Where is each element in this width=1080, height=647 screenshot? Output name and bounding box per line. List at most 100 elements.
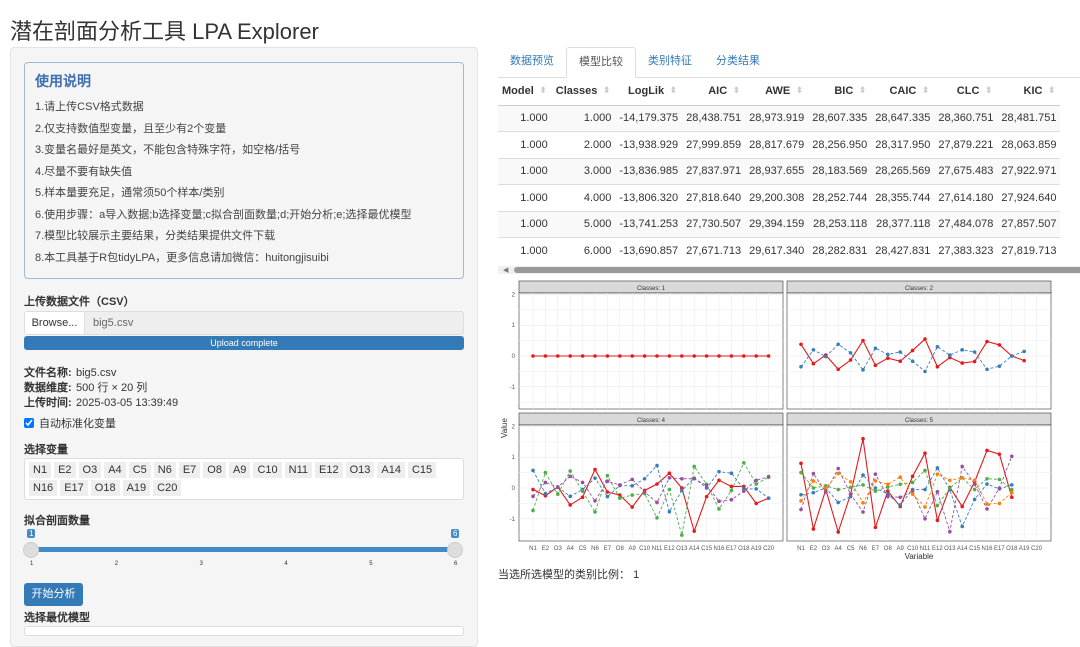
variable-tag[interactable]: E17 — [60, 480, 88, 496]
variable-tag[interactable]: O13 — [345, 462, 375, 478]
variable-tag[interactable]: A19 — [122, 480, 151, 496]
data-point — [543, 354, 548, 358]
data-point — [580, 480, 585, 485]
file-input[interactable]: Browse... big5.csv — [24, 311, 464, 335]
browse-button[interactable]: Browse... — [25, 312, 85, 334]
slider-handle-to[interactable] — [447, 542, 463, 558]
variable-tag[interactable]: O8 — [203, 462, 226, 478]
data-point — [680, 486, 684, 490]
column-header[interactable]: BIC — [808, 78, 872, 106]
table-cell: 27,730.507 — [682, 210, 746, 238]
data-point — [873, 525, 878, 530]
variable-select-input[interactable]: N1 E2 O3 A4 C5 N6 E7 O8 A9 C10 N11 E12 O13 A14 C15 N16 E… — [24, 458, 464, 500]
tab-4[interactable]: 分类结果 — [716, 55, 760, 67]
table-cell: 29,394.159 — [745, 210, 809, 238]
slider-track[interactable] — [31, 547, 455, 552]
variable-tag[interactable]: A14 — [377, 462, 405, 478]
panel-background — [786, 424, 1052, 542]
column-header[interactable]: LogLik — [615, 78, 683, 106]
standardize-label: 自动标准化变量 — [39, 418, 116, 430]
variables-label: 选择变量 — [24, 444, 68, 456]
column-header[interactable]: Model — [498, 78, 552, 106]
data-point — [985, 339, 989, 344]
y-tick-label: -1 — [510, 517, 516, 523]
slider-handle-from[interactable] — [23, 542, 39, 558]
data-point — [873, 472, 878, 476]
table-cell: 28,647.335 — [871, 104, 935, 132]
data-point — [972, 482, 977, 486]
standardize-checkbox[interactable] — [24, 418, 34, 428]
variable-tag[interactable]: N6 — [153, 462, 176, 478]
data-point — [655, 500, 659, 505]
table-cell: 27,675.483 — [934, 157, 998, 185]
slider-tick-label: 2 — [114, 561, 119, 567]
column-header[interactable]: AIC — [682, 78, 746, 106]
data-point — [605, 490, 610, 494]
x-tick-label: N11 — [652, 546, 663, 552]
facet-panel: Classes: 1 2 1 0 -1 — [510, 280, 784, 410]
table-cell: 27,999.859 — [682, 131, 746, 158]
best-model-select[interactable] — [24, 626, 464, 636]
data-point — [729, 471, 734, 476]
table-cell: 28,360.751 — [934, 104, 998, 132]
variable-tag[interactable]: C15 — [407, 462, 437, 478]
y-tick-label: 0 — [512, 354, 516, 360]
data-point — [1010, 487, 1014, 492]
upload-time-label: 上传时间: — [24, 397, 72, 409]
variable-tag[interactable]: A4 — [104, 462, 126, 478]
column-header[interactable]: CAIC — [871, 78, 935, 106]
data-point — [985, 448, 989, 453]
variable-tag[interactable]: N11 — [284, 462, 312, 478]
variable-tag[interactable]: O3 — [78, 462, 102, 478]
data-point — [935, 344, 940, 349]
tab-3[interactable]: 类别特征 — [648, 55, 692, 67]
data-point — [799, 461, 803, 466]
variable-tag[interactable]: O18 — [90, 480, 120, 496]
column-header[interactable]: KIC — [997, 78, 1061, 106]
data-point — [593, 499, 597, 503]
tab-bar: 数据预览 模型比较 类别特征 分类结果 — [498, 47, 1080, 78]
data-point — [667, 509, 672, 514]
series-line — [800, 438, 1013, 534]
column-header[interactable]: CLC — [934, 78, 998, 106]
x-tick-label: O8 — [884, 546, 893, 552]
data-point — [531, 354, 535, 358]
x-tick-label: C10 — [907, 546, 919, 552]
data-point — [811, 527, 816, 531]
variable-tag[interactable]: A9 — [228, 462, 251, 478]
tab-2[interactable]: 模型比较 — [566, 47, 636, 78]
table-cell: 28,252.744 — [808, 184, 872, 211]
data-point — [886, 482, 890, 487]
variable-tag[interactable]: E12 — [315, 462, 343, 478]
variable-tag[interactable]: C20 — [153, 480, 182, 496]
variable-tag[interactable]: C5 — [128, 462, 151, 478]
standardize-checkbox-row[interactable]: 自动标准化变量 — [24, 415, 116, 431]
column-header[interactable]: AWE — [745, 78, 809, 106]
scrollbar-thumb[interactable] — [514, 267, 1080, 273]
data-point — [766, 496, 771, 500]
data-point — [923, 337, 927, 341]
data-point — [556, 354, 560, 358]
tab-1[interactable]: 数据预览 — [510, 55, 554, 67]
data-point — [742, 460, 746, 465]
variable-tag[interactable]: E7 — [178, 462, 201, 478]
data-point — [972, 359, 977, 364]
variable-tag[interactable]: N16 — [29, 480, 58, 496]
start-analysis-button[interactable]: 开始分析 — [24, 583, 83, 606]
variable-tag[interactable]: E2 — [54, 462, 76, 478]
table-cell: 5.000 — [551, 210, 616, 238]
scroll-left-arrow-icon[interactable]: ◀ — [503, 267, 509, 274]
table-cell: -13,690.857 — [615, 237, 683, 264]
table-cell: -13,836.985 — [615, 157, 683, 185]
variable-tag[interactable]: N1 — [29, 462, 52, 478]
data-point — [568, 503, 572, 507]
data-point — [1010, 490, 1014, 495]
column-header[interactable]: Classes — [551, 78, 616, 106]
table-cell: 27,818.640 — [682, 184, 746, 211]
data-point — [985, 476, 989, 481]
data-point — [593, 467, 597, 472]
data-point — [630, 484, 634, 488]
variable-tag[interactable]: C10 — [253, 462, 282, 478]
help-heading: 使用说明 — [35, 73, 91, 89]
series-line — [800, 467, 1012, 528]
